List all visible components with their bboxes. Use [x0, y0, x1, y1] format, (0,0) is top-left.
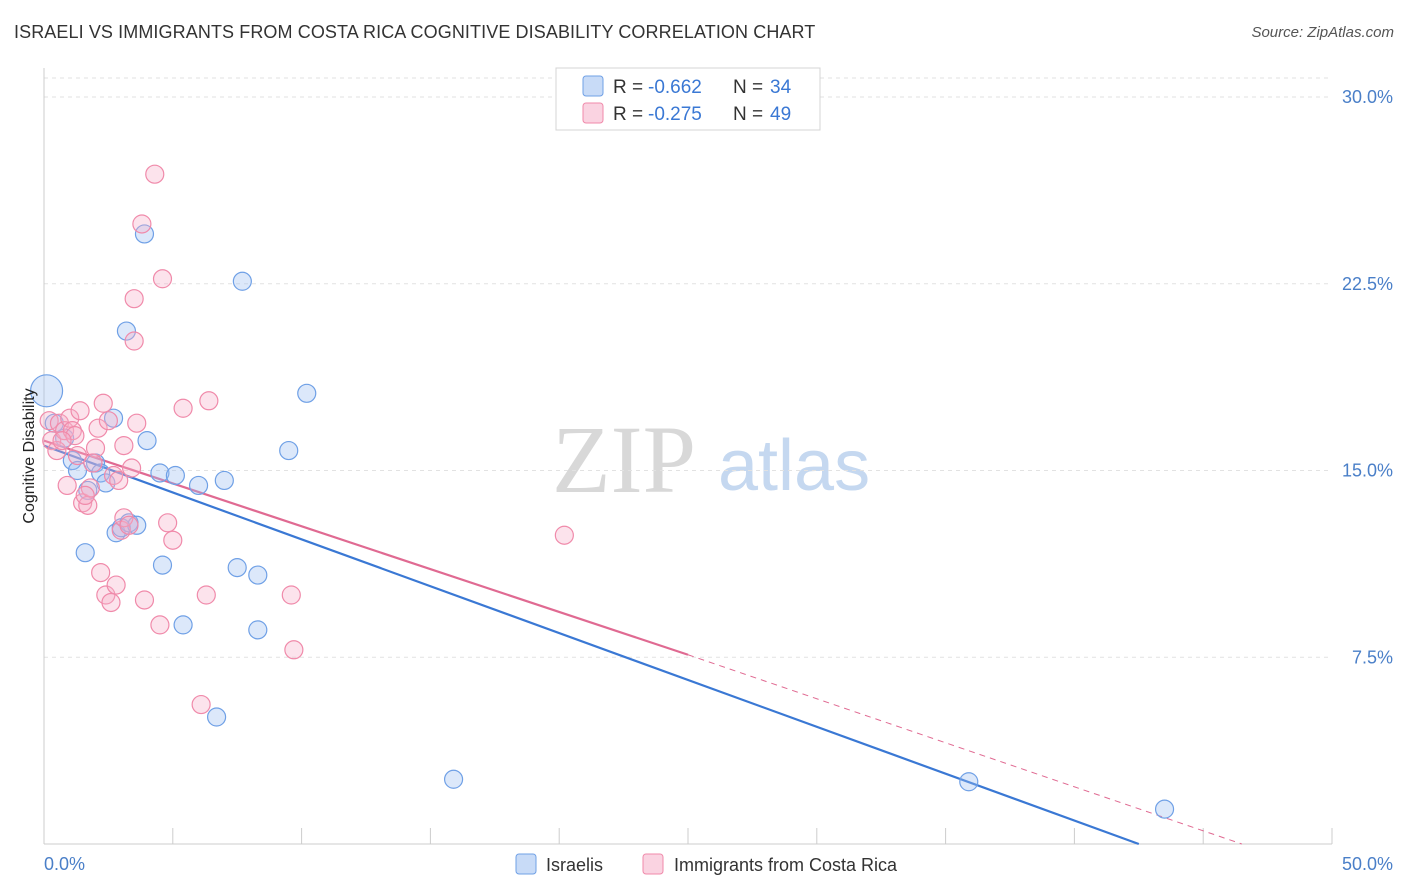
point-israelis-19 [150, 463, 170, 483]
point-costa-rica-6 [60, 408, 80, 428]
y-axis-label: Cognitive Disability [21, 388, 38, 523]
axes [43, 68, 1333, 845]
point-israelis-16 [137, 431, 157, 451]
source-label: Source: ZipAtlas.com [1251, 24, 1394, 41]
point-israelis-30 [297, 383, 317, 403]
y-tick-label-1: 15.0% [1342, 461, 1393, 481]
y-tick-label-3: 30.0% [1342, 87, 1393, 107]
point-costa-rica-16 [91, 562, 111, 583]
legend-swatch-costa-rica [582, 102, 604, 124]
point-israelis-6 [78, 480, 98, 501]
point-costa-rica-45 [83, 453, 103, 473]
point-israelis-4 [67, 460, 88, 481]
point-costa-rica-42 [284, 640, 304, 660]
point-costa-rica-37 [173, 398, 193, 418]
legend-series-label-israelis: Israelis [546, 855, 603, 875]
point-costa-rica-46 [109, 470, 129, 491]
legend-swatch-israelis [582, 75, 604, 97]
trend-line-israelis [43, 444, 1140, 846]
point-costa-rica-41 [281, 585, 301, 605]
x-tick-label-1: 50.0% [1342, 854, 1393, 874]
point-israelis-10 [103, 408, 124, 428]
legend-r-label-costa-rica: R = [613, 104, 643, 125]
point-israelis-17 [116, 321, 137, 341]
watermark-atlas: atlas [718, 426, 870, 506]
point-costa-rica-38 [191, 694, 211, 715]
point-costa-rica-11 [73, 493, 93, 513]
y-tick-label-2: 22.5% [1342, 274, 1393, 294]
point-costa-rica-39 [196, 585, 216, 605]
point-costa-rica-20 [101, 592, 121, 613]
point-israelis-27 [248, 565, 268, 585]
point-israelis-25 [227, 558, 247, 578]
trend-line-extension-costa-rica [687, 654, 1243, 845]
x-tick-label-0: 0.0% [44, 854, 85, 874]
point-israelis-20 [165, 465, 185, 486]
point-israelis-33 [1154, 799, 1175, 819]
point-costa-rica-25 [114, 436, 134, 456]
point-costa-rica-44 [52, 431, 72, 451]
watermark: ZIP atlas [552, 406, 870, 513]
legend-r-value-costa-rica: -0.275 [648, 104, 702, 125]
point-israelis-28 [248, 620, 268, 640]
point-israelis-26 [232, 271, 252, 291]
legend-n-label-costa-rica: N = [733, 104, 763, 125]
point-costa-rica-40 [199, 391, 219, 411]
point-costa-rica-26 [119, 515, 139, 535]
tick-labels: 7.5% 15.0% 22.5% 30.0% 0.0% 50.0% [44, 87, 1393, 874]
point-costa-rica-8 [65, 426, 85, 446]
legend-series-swatch-costa-rica [642, 853, 664, 875]
point-costa-rica-31 [134, 590, 155, 610]
legend-r-value-israelis: -0.662 [648, 77, 702, 98]
point-costa-rica-48 [121, 458, 142, 478]
point-costa-rica-14 [85, 438, 106, 458]
watermark-zip: ZIP [552, 406, 696, 513]
point-israelis-24 [206, 707, 227, 727]
point-israelis-5 [75, 543, 95, 563]
point-costa-rica-17 [93, 393, 113, 413]
point-costa-rica-1 [42, 431, 62, 451]
point-costa-rica-28 [124, 289, 144, 309]
point-costa-rica-32 [145, 164, 165, 184]
legend-series: Israelis Immigrants from Costa Rica [515, 853, 898, 875]
point-costa-rica-34 [152, 269, 173, 289]
data-points [29, 164, 1175, 819]
point-costa-rica-29 [127, 413, 147, 433]
legend-n-value-costa-rica: 49 [770, 104, 791, 125]
legend-series-label-costa-rica: Immigrants from Costa Rica [674, 855, 898, 875]
point-costa-rica-36 [163, 530, 183, 550]
point-costa-rica-19 [98, 411, 119, 431]
legend-stats: R = -0.662 N = 34 R = -0.275 N = 49 [555, 67, 821, 131]
point-israelis-21 [173, 615, 193, 635]
point-israelis-31 [443, 769, 464, 789]
y-tick-label-0: 7.5% [1352, 647, 1393, 667]
point-costa-rica-2 [47, 440, 67, 461]
legend-n-label-israelis: N = [733, 77, 763, 98]
legend-r-label-israelis: R = [613, 77, 643, 98]
point-costa-rica-30 [132, 214, 152, 234]
point-costa-rica-43 [554, 525, 574, 545]
point-costa-rica-7 [62, 421, 82, 441]
point-costa-rica-5 [57, 475, 77, 496]
point-costa-rica-35 [158, 513, 178, 533]
legend-n-value-israelis: 34 [770, 77, 792, 98]
legend-series-swatch-israelis [515, 853, 537, 875]
point-israelis-32 [959, 772, 979, 792]
point-costa-rica-15 [88, 418, 108, 438]
point-costa-rica-22 [106, 575, 126, 595]
point-costa-rica-10 [70, 401, 90, 421]
point-israelis-18 [152, 555, 173, 575]
point-israelis-0 [29, 374, 64, 408]
point-israelis-29 [279, 440, 299, 461]
point-costa-rica-33 [150, 615, 170, 635]
chart-title: ISRAELI VS IMMIGRANTS FROM COSTA RICA CO… [14, 22, 816, 42]
point-costa-rica-9 [67, 445, 88, 466]
point-israelis-23 [214, 470, 234, 491]
point-costa-rica-27 [124, 331, 144, 351]
point-costa-rica-47 [75, 485, 95, 505]
point-israelis-22 [188, 475, 209, 496]
